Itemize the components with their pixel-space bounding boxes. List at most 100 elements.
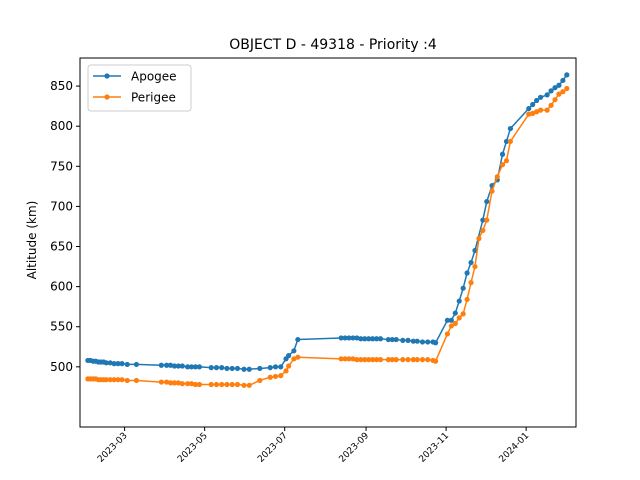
perigee-point xyxy=(405,357,411,363)
perigee-point xyxy=(350,356,356,362)
apogee-point xyxy=(389,336,395,343)
perigee-point xyxy=(503,158,510,164)
apogee-point xyxy=(448,317,454,323)
perigee-point xyxy=(526,111,532,117)
apogee-point xyxy=(185,364,191,370)
apogee-point xyxy=(229,365,235,372)
perigee-point xyxy=(119,377,125,383)
perigee-point xyxy=(158,379,164,385)
perigee-point xyxy=(219,381,225,388)
perigee-point xyxy=(537,107,544,113)
perigee-point xyxy=(257,377,263,384)
perigee-point xyxy=(456,315,462,321)
y-tick-label: 650 xyxy=(50,240,73,254)
apogee-point xyxy=(158,362,164,368)
apogee-point xyxy=(548,88,554,94)
apogee-point xyxy=(400,337,406,343)
perigee-point xyxy=(278,373,284,379)
x-tick-label: 2024-01 xyxy=(498,431,532,465)
plot-frame xyxy=(79,57,577,428)
apogee-point xyxy=(530,101,536,108)
perigee-point xyxy=(267,374,273,380)
perigee-point xyxy=(377,357,384,363)
apogee-point xyxy=(456,298,462,304)
apogee-series-line xyxy=(87,74,568,370)
perigee-point xyxy=(272,373,279,380)
apogee-point xyxy=(354,335,360,341)
apogee-point xyxy=(444,317,451,323)
apogee-point xyxy=(370,336,376,342)
perigee-point xyxy=(452,320,458,327)
perigee-point xyxy=(489,188,495,194)
apogee-point xyxy=(133,361,140,368)
legend-perigee-label: Perigee xyxy=(131,91,176,105)
apogee-point xyxy=(196,364,203,370)
apogee-point xyxy=(537,94,544,100)
apogee-point xyxy=(385,336,391,343)
perigee-point xyxy=(241,382,247,388)
apogee-point xyxy=(246,366,252,372)
perigee-point xyxy=(419,357,426,363)
perigee-point xyxy=(370,357,376,363)
apogee-point xyxy=(362,336,368,342)
perigee-point xyxy=(224,381,230,388)
perigee-point xyxy=(389,357,395,363)
apogee-point xyxy=(234,365,241,372)
apogee-point xyxy=(257,365,263,372)
apogee-point xyxy=(358,336,364,342)
apogee-point xyxy=(219,365,225,371)
perigee-point xyxy=(414,357,420,363)
y-tick-label: 850 xyxy=(50,79,73,93)
apogee-point xyxy=(164,362,170,368)
perigee-point xyxy=(196,381,203,388)
apogee-point xyxy=(115,361,121,367)
y-tick-label: 800 xyxy=(50,119,73,133)
perigee-point xyxy=(338,356,344,362)
apogee-point xyxy=(484,198,490,205)
perigee-point xyxy=(400,357,406,363)
apogee-point xyxy=(342,335,348,341)
apogee-point xyxy=(346,335,352,341)
apogee-point xyxy=(560,77,566,84)
apogee-point xyxy=(111,361,117,367)
apogee-point xyxy=(377,336,384,342)
apogee-point xyxy=(103,360,109,366)
perigee-point xyxy=(164,379,170,385)
perigee-point xyxy=(124,377,130,384)
legend: Apogee Perigee xyxy=(87,64,192,112)
perigee-point xyxy=(358,357,364,363)
apogee-point xyxy=(175,363,182,369)
perigee-point xyxy=(484,217,490,223)
perigee-point xyxy=(530,110,536,116)
perigee-point xyxy=(246,382,252,388)
x-tick-label: 2023-09 xyxy=(338,431,372,465)
perigee-point xyxy=(354,357,360,363)
perigee-point xyxy=(171,380,178,386)
apogee-point xyxy=(405,337,411,343)
apogee-point xyxy=(472,247,478,254)
perigee-point xyxy=(410,357,416,363)
apogee-point xyxy=(295,336,301,343)
y-tick-label: 550 xyxy=(50,320,73,334)
apogee-point xyxy=(107,360,113,366)
apogee-point xyxy=(552,85,558,91)
apogee-point xyxy=(366,336,372,342)
apogee-point xyxy=(286,353,292,359)
apogee-point xyxy=(224,365,230,372)
perigee-point xyxy=(213,381,220,388)
perigee-point xyxy=(295,354,301,360)
apogee-point xyxy=(179,363,185,369)
legend-apogee-marker xyxy=(104,73,110,79)
perigee-point xyxy=(560,89,566,95)
apogee-point xyxy=(526,105,532,112)
apogee-point xyxy=(556,82,562,88)
apogee-point xyxy=(213,365,220,371)
perigee-point xyxy=(564,85,570,92)
x-tick-label: 2023-05 xyxy=(176,431,210,465)
perigee-point xyxy=(167,380,174,386)
perigee-point xyxy=(425,357,431,363)
apogee-point xyxy=(534,97,540,104)
x-tick-label: 2023-11 xyxy=(418,431,452,465)
apogee-point xyxy=(410,338,416,344)
perigee-point xyxy=(208,381,214,388)
